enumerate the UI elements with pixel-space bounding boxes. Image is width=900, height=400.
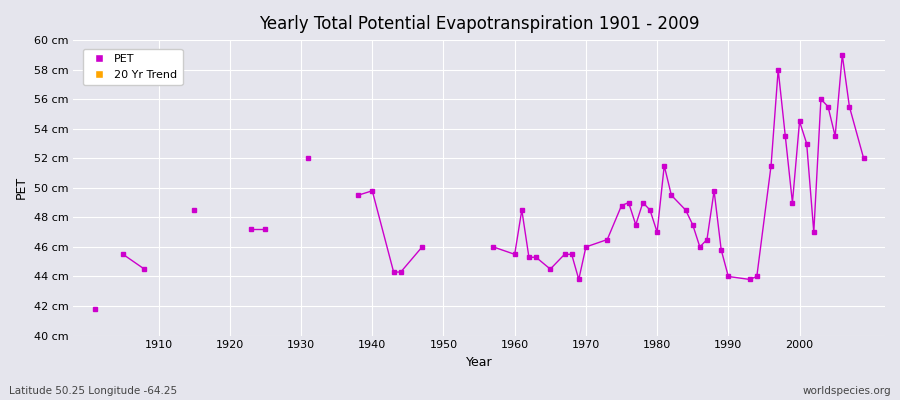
Title: Yearly Total Potential Evapotranspiration 1901 - 2009: Yearly Total Potential Evapotranspiratio… [259, 15, 699, 33]
X-axis label: Year: Year [466, 356, 492, 369]
Y-axis label: PET: PET [15, 176, 28, 200]
Text: Latitude 50.25 Longitude -64.25: Latitude 50.25 Longitude -64.25 [9, 386, 177, 396]
Text: worldspecies.org: worldspecies.org [803, 386, 891, 396]
Legend: PET, 20 Yr Trend: PET, 20 Yr Trend [83, 49, 183, 85]
